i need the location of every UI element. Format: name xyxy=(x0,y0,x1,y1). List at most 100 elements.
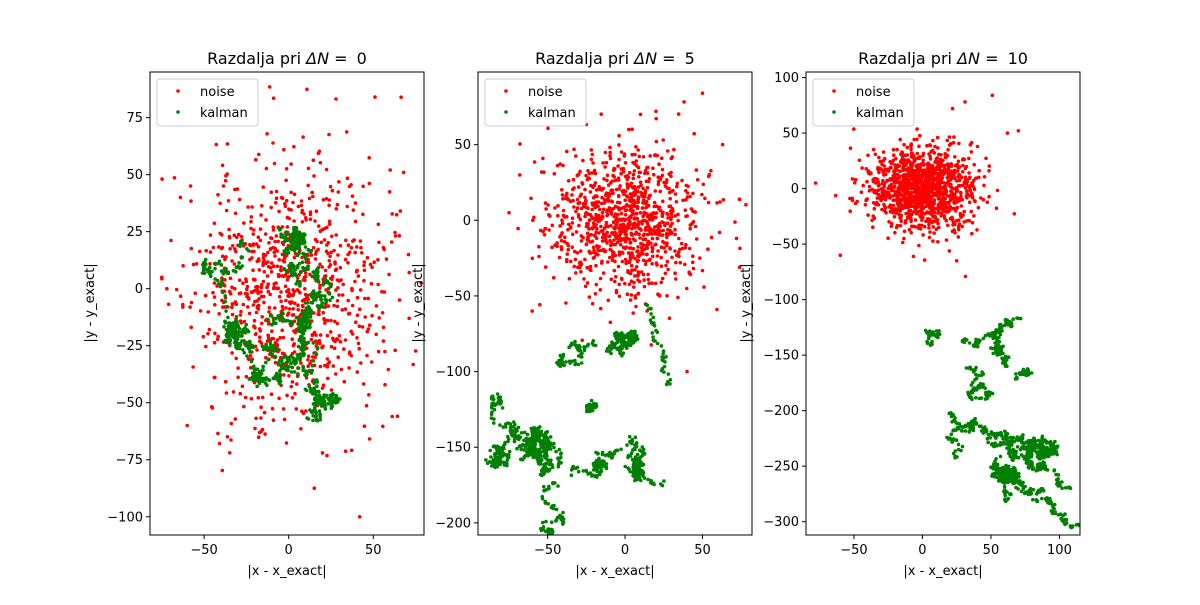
kalman-point xyxy=(264,360,268,365)
noise-point xyxy=(956,218,961,222)
noise-point xyxy=(362,424,367,429)
noise-point xyxy=(662,241,667,245)
noise-point xyxy=(344,238,348,243)
noise-point xyxy=(600,259,604,264)
kalman-point xyxy=(557,358,561,363)
noise-point xyxy=(337,293,341,297)
kalman-point xyxy=(324,393,329,398)
noise-point xyxy=(590,171,595,175)
noise-point xyxy=(235,235,239,240)
noise-point xyxy=(608,150,612,155)
noise-point xyxy=(949,184,953,189)
kalman-point xyxy=(649,312,653,316)
noise-point xyxy=(645,171,650,175)
points-layer xyxy=(484,91,748,535)
noise-point xyxy=(323,268,328,273)
kalman-point xyxy=(311,408,316,413)
kalman-point xyxy=(573,339,577,344)
kalman-point xyxy=(634,442,638,447)
noise-point xyxy=(898,169,902,174)
kalman-point xyxy=(554,507,559,512)
noise-point xyxy=(263,232,268,236)
noise-point xyxy=(260,395,265,400)
noise-point xyxy=(960,197,965,202)
kalman-point xyxy=(559,451,563,456)
noise-point xyxy=(700,268,705,273)
noise-point xyxy=(574,154,578,158)
noise-point xyxy=(233,247,237,251)
noise-point xyxy=(342,347,346,351)
kalman-point xyxy=(594,402,598,406)
noise-point xyxy=(233,287,237,291)
noise-point xyxy=(277,294,282,299)
noise-point xyxy=(642,232,647,237)
noise-point xyxy=(909,143,913,147)
noise-point xyxy=(897,204,901,208)
noise-point xyxy=(591,185,595,189)
kalman-point xyxy=(277,369,282,373)
noise-point xyxy=(387,190,392,194)
noise-point xyxy=(925,201,929,206)
kalman-point xyxy=(299,270,303,275)
kalman-point xyxy=(543,433,548,437)
noise-point xyxy=(650,218,655,222)
noise-point xyxy=(598,288,603,292)
kalman-point xyxy=(503,425,508,429)
kalman-point xyxy=(600,450,605,455)
noise-point xyxy=(1012,212,1017,216)
noise-point xyxy=(356,274,361,278)
kalman-point xyxy=(512,439,517,444)
noise-point xyxy=(248,257,252,262)
kalman-point xyxy=(542,452,547,457)
noise-point xyxy=(600,235,605,240)
noise-point xyxy=(220,468,225,473)
kalman-point xyxy=(618,351,622,356)
kalman-point xyxy=(288,322,293,327)
noise-point xyxy=(299,203,304,208)
kalman-point xyxy=(315,345,320,350)
noise-point xyxy=(275,286,280,291)
noise-point xyxy=(326,376,330,381)
noise-point xyxy=(915,192,919,196)
noise-point xyxy=(586,236,590,241)
noise-point xyxy=(636,195,641,199)
kalman-point xyxy=(633,435,638,440)
noise-point xyxy=(866,153,870,158)
noise-point xyxy=(592,233,597,238)
noise-point xyxy=(304,409,308,413)
noise-point xyxy=(252,228,256,232)
kalman-point xyxy=(319,297,323,302)
noise-point xyxy=(355,269,359,274)
kalman-point xyxy=(281,311,285,316)
noise-point xyxy=(321,198,326,202)
noise-point xyxy=(622,189,626,194)
kalman-point xyxy=(298,355,303,360)
noise-point xyxy=(353,279,357,284)
noise-point xyxy=(282,417,287,422)
noise-point xyxy=(397,298,402,302)
noise-point xyxy=(570,245,574,249)
noise-point xyxy=(902,195,907,199)
noise-point xyxy=(601,207,606,212)
noise-point xyxy=(580,182,585,186)
noise-point xyxy=(358,239,363,243)
noise-point xyxy=(921,233,925,237)
noise-point xyxy=(681,198,685,203)
noise-point xyxy=(932,151,937,155)
noise-point xyxy=(892,214,897,219)
noise-point xyxy=(316,151,321,155)
kalman-point xyxy=(288,233,292,237)
noise-point xyxy=(688,194,692,199)
noise-point xyxy=(639,183,643,188)
noise-point xyxy=(955,200,960,204)
noise-point xyxy=(274,200,278,205)
noise-point xyxy=(928,169,932,174)
noise-point xyxy=(644,179,649,184)
noise-point xyxy=(225,435,230,439)
noise-point xyxy=(318,333,323,337)
kalman-point xyxy=(304,388,309,393)
noise-point xyxy=(974,176,978,180)
noise-point xyxy=(597,187,601,191)
noise-point xyxy=(606,260,610,264)
noise-point xyxy=(558,224,562,228)
